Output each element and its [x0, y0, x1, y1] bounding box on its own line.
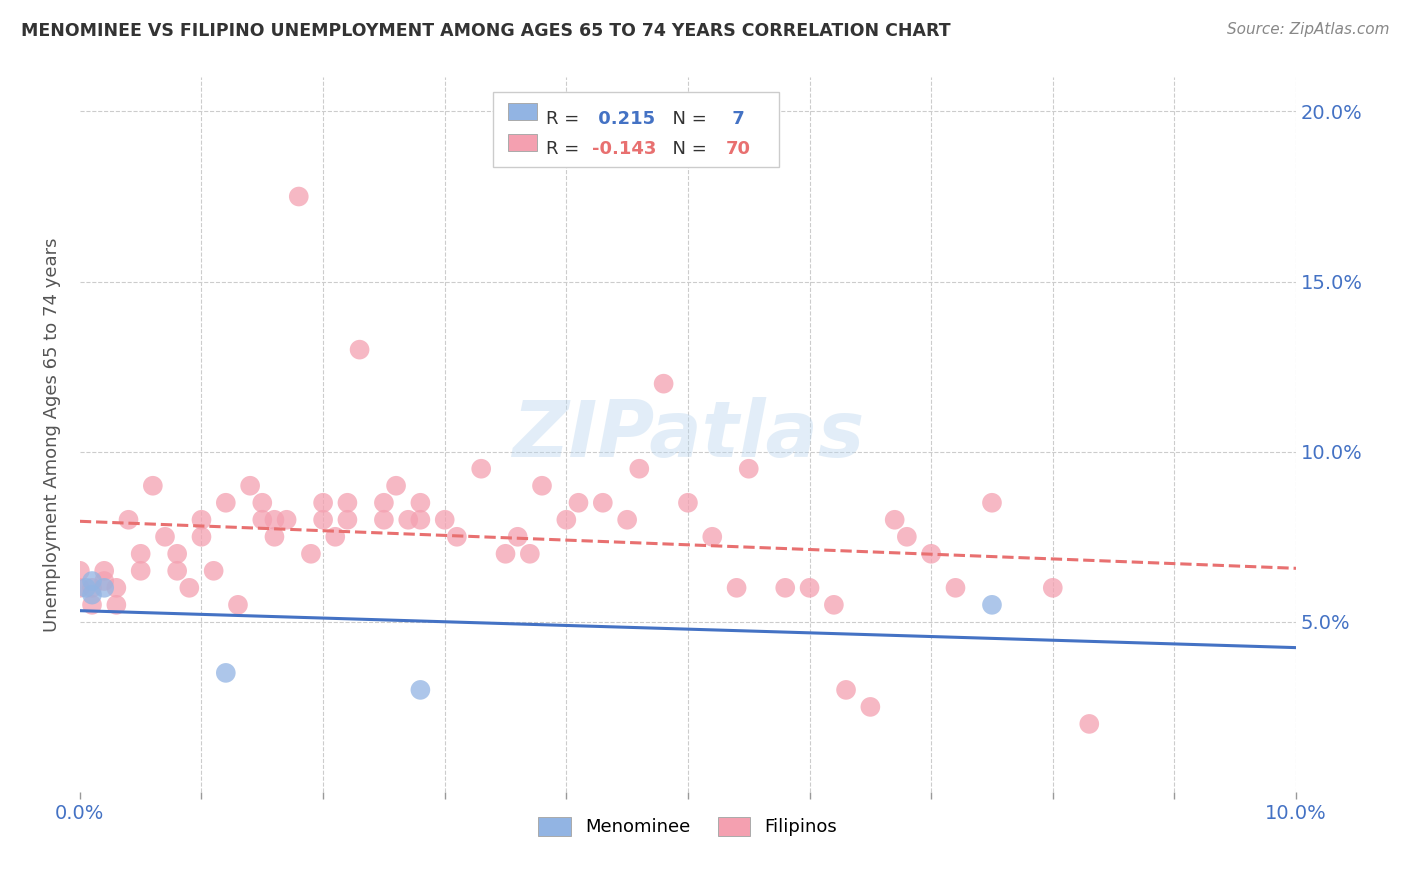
Point: [93, 564, 115, 578]
Point: [215, 665, 238, 680]
Point: [628, 461, 651, 475]
Point: [299, 547, 322, 561]
Point: [567, 496, 589, 510]
Text: 0.215: 0.215: [592, 110, 655, 128]
Legend: Menominee, Filipinos: Menominee, Filipinos: [531, 810, 845, 844]
Point: [555, 513, 578, 527]
Text: -0.143: -0.143: [592, 140, 657, 158]
Point: [75, 581, 97, 595]
Text: R =: R =: [546, 140, 585, 158]
Point: [166, 564, 188, 578]
Point: [129, 547, 152, 561]
Point: [312, 513, 335, 527]
Point: [1078, 717, 1101, 731]
Point: [702, 530, 724, 544]
Y-axis label: Unemployment Among Ages 65 to 74 years: Unemployment Among Ages 65 to 74 years: [44, 237, 60, 632]
Text: Source: ZipAtlas.com: Source: ZipAtlas.com: [1226, 22, 1389, 37]
Point: [409, 513, 432, 527]
Point: [117, 513, 139, 527]
Point: [738, 461, 761, 475]
Point: [80, 598, 103, 612]
Point: [945, 581, 967, 595]
Point: [312, 496, 335, 510]
Point: [215, 496, 238, 510]
Point: [336, 496, 359, 510]
Point: [276, 513, 298, 527]
Point: [129, 564, 152, 578]
Point: [409, 496, 432, 510]
Point: [896, 530, 918, 544]
Point: [592, 496, 614, 510]
Point: [252, 513, 274, 527]
Point: [530, 479, 553, 493]
Point: [506, 530, 529, 544]
Point: [80, 581, 103, 595]
Text: MENOMINEE VS FILIPINO UNEMPLOYMENT AMONG AGES 65 TO 74 YEARS CORRELATION CHART: MENOMINEE VS FILIPINO UNEMPLOYMENT AMONG…: [21, 22, 950, 40]
FancyBboxPatch shape: [508, 134, 537, 151]
Text: N =: N =: [661, 140, 713, 158]
FancyBboxPatch shape: [508, 103, 537, 120]
Point: [470, 461, 492, 475]
Text: N =: N =: [661, 110, 713, 128]
Point: [93, 574, 115, 588]
Point: [69, 564, 91, 578]
Point: [433, 513, 456, 527]
Text: 7: 7: [725, 110, 744, 128]
Point: [725, 581, 748, 595]
Point: [202, 564, 225, 578]
Point: [519, 547, 541, 561]
Point: [495, 547, 517, 561]
Text: ZIPatlas: ZIPatlas: [512, 397, 865, 473]
Point: [981, 496, 1004, 510]
Point: [93, 581, 115, 595]
Point: [883, 513, 905, 527]
Point: [409, 682, 432, 697]
Point: [835, 682, 858, 697]
Point: [69, 581, 91, 595]
Point: [652, 376, 675, 391]
Point: [373, 513, 395, 527]
Point: [385, 479, 408, 493]
Point: [153, 530, 176, 544]
Point: [373, 496, 395, 510]
Text: 70: 70: [725, 140, 751, 158]
Text: R =: R =: [546, 110, 585, 128]
Point: [190, 530, 212, 544]
Point: [349, 343, 371, 357]
FancyBboxPatch shape: [494, 92, 779, 167]
Point: [190, 513, 212, 527]
Point: [263, 530, 285, 544]
Point: [105, 581, 128, 595]
Point: [226, 598, 249, 612]
Point: [80, 588, 103, 602]
Point: [446, 530, 468, 544]
Point: [105, 598, 128, 612]
Point: [323, 530, 346, 544]
Point: [252, 496, 274, 510]
Point: [920, 547, 942, 561]
Point: [166, 547, 188, 561]
Point: [859, 699, 882, 714]
Point: [288, 189, 311, 203]
Point: [823, 598, 845, 612]
Point: [396, 513, 419, 527]
Point: [336, 513, 359, 527]
Point: [1042, 581, 1064, 595]
Point: [676, 496, 699, 510]
Point: [179, 581, 201, 595]
Point: [239, 479, 262, 493]
Point: [799, 581, 821, 595]
Point: [616, 513, 638, 527]
Point: [773, 581, 796, 595]
Point: [981, 598, 1004, 612]
Point: [263, 513, 285, 527]
Point: [80, 574, 103, 588]
Point: [142, 479, 165, 493]
